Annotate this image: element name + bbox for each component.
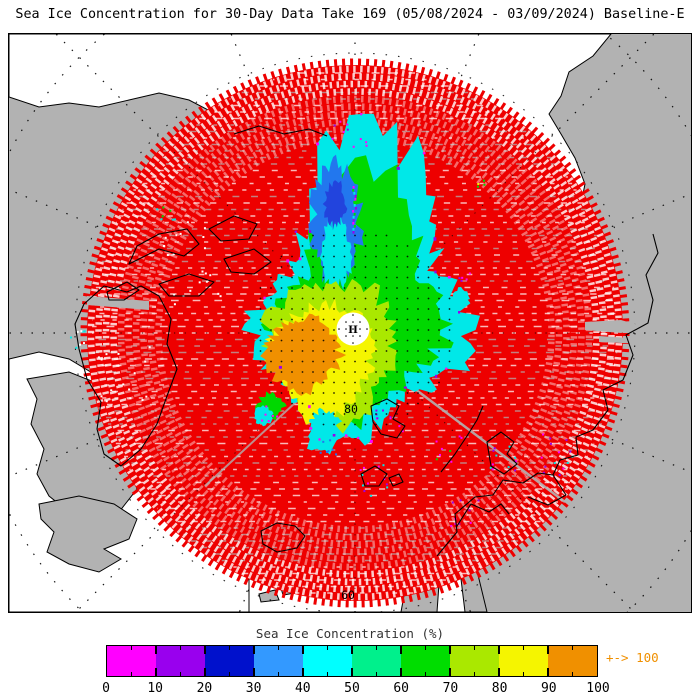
page-title: Sea Ice Concentration for 30-Day Data Ta… xyxy=(15,7,685,22)
colorbar-tick-label-100: 100 xyxy=(586,681,610,696)
colorbar-major-tick xyxy=(204,668,206,676)
colorbar-minor-tick xyxy=(522,672,525,676)
colorbar-major-tick xyxy=(449,646,451,654)
ice-pack xyxy=(241,113,480,455)
graticule-outside xyxy=(9,34,691,612)
colorbar-minor-tick xyxy=(228,672,231,676)
colorbar-tick-label-90: 90 xyxy=(540,681,557,696)
colorbar-segment-50-60 xyxy=(352,646,401,676)
pole-hole: II xyxy=(336,312,370,346)
colorbar-tick-label-50: 50 xyxy=(344,681,360,696)
colorbar-major-tick xyxy=(547,668,549,676)
colorbar-tick-label-40: 40 xyxy=(294,681,311,696)
colorbar-major-tick xyxy=(204,646,206,654)
colorbar-minor-tick xyxy=(375,646,378,650)
sea-ice-map-svg: II 80 60 xyxy=(9,34,691,612)
colorbar-minor-tick xyxy=(326,646,329,650)
colorbar-segment-30-40 xyxy=(254,646,303,676)
colorbar-tick-label-0: 0 xyxy=(102,681,110,696)
graticule-dot-grid xyxy=(259,234,451,426)
colorbar-overflow-label: +-> 100 xyxy=(606,650,659,665)
colorbar-major-tick xyxy=(302,646,304,654)
colorbar-minor-tick xyxy=(326,672,329,676)
colorbar-minor-tick xyxy=(522,646,525,650)
colorbar-major-tick xyxy=(498,668,500,676)
colorbar-minor-tick xyxy=(424,672,427,676)
colorbar-minor-tick xyxy=(424,646,427,650)
colorbar-minor-tick xyxy=(179,646,182,650)
ice-fringe-specks xyxy=(263,113,461,443)
colorbar-title: Sea Ice Concentration (%) xyxy=(255,626,445,641)
coastlines xyxy=(74,125,659,557)
pole-marker: II xyxy=(348,324,358,336)
colorbar-segment-40-50 xyxy=(303,646,352,676)
colorbar-major-tick xyxy=(547,646,549,654)
latitude-label-80: 80 xyxy=(344,402,358,416)
colorbar-minor-tick xyxy=(473,646,476,650)
graticule-inside xyxy=(93,71,617,595)
colorbar-major-tick xyxy=(498,646,500,654)
colorbar-major-tick xyxy=(351,646,353,654)
colorbar-segment-90-100 xyxy=(548,646,597,676)
colorbar xyxy=(106,645,598,677)
colorbar-segment-70-80 xyxy=(450,646,499,676)
colorbar-tick-label-70: 70 xyxy=(442,681,459,696)
colorbar-minor-tick xyxy=(571,646,574,650)
colorbar-major-tick xyxy=(253,668,255,676)
colorbar-major-tick xyxy=(449,668,451,676)
latitude-labels: 80 60 xyxy=(341,402,358,602)
colorbar-minor-tick xyxy=(277,672,280,676)
colorbar-minor-tick xyxy=(228,646,231,650)
colorbar-minor-tick xyxy=(179,672,182,676)
coastal-speckles xyxy=(69,120,574,527)
colorbar-major-tick xyxy=(351,668,353,676)
colorbar-minor-tick xyxy=(130,646,133,650)
coastal-speck-streak xyxy=(352,186,357,234)
colorbar-segment-10-20 xyxy=(156,646,205,676)
colorbar-tick-labels: 0 10 20 30 40 50 60 70 80 90 100 xyxy=(0,681,700,697)
colorbar-major-tick xyxy=(302,668,304,676)
latitude-label-60: 60 xyxy=(341,588,355,602)
colorbar-major-tick xyxy=(400,668,402,676)
colorbar-minor-tick xyxy=(473,672,476,676)
colorbar-minor-tick xyxy=(375,672,378,676)
colorbar-major-tick xyxy=(155,646,157,654)
colorbar-tick-label-80: 80 xyxy=(491,681,508,696)
colorbar-major-tick xyxy=(400,646,402,654)
colorbar-segment-80-90 xyxy=(499,646,548,676)
colorbar-segment-20-30 xyxy=(205,646,254,676)
colorbar-minor-tick xyxy=(277,646,280,650)
colorbar-minor-tick xyxy=(130,672,133,676)
colorbar-tick-label-60: 60 xyxy=(393,681,410,696)
polar-map-frame: II 80 60 xyxy=(8,33,692,613)
colorbar-tick-label-30: 30 xyxy=(245,681,262,696)
colorbar-tick-label-10: 10 xyxy=(147,681,164,696)
colorbar-major-tick xyxy=(253,646,255,654)
colorbar-major-tick xyxy=(155,668,157,676)
colorbar-minor-tick xyxy=(571,672,574,676)
data-gap-seams xyxy=(87,296,645,503)
colorbar-segment-0-10 xyxy=(107,646,156,676)
colorbar-segment-60-70 xyxy=(401,646,450,676)
colorbar-tick-label-20: 20 xyxy=(196,681,213,696)
